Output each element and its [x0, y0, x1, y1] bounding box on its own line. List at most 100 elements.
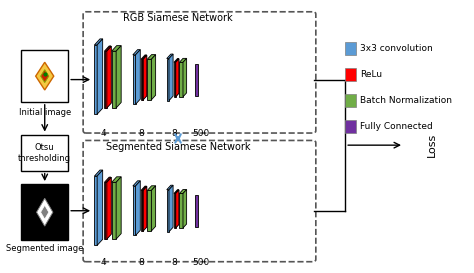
Polygon shape [104, 46, 111, 51]
Polygon shape [136, 50, 140, 104]
Polygon shape [105, 182, 107, 239]
FancyBboxPatch shape [345, 43, 356, 55]
FancyBboxPatch shape [21, 51, 68, 102]
Polygon shape [167, 58, 169, 101]
Polygon shape [94, 45, 97, 114]
Polygon shape [41, 205, 49, 219]
Polygon shape [116, 46, 121, 108]
Text: ReLu: ReLu [360, 70, 382, 79]
Polygon shape [133, 181, 140, 186]
Polygon shape [143, 55, 146, 100]
Polygon shape [174, 190, 179, 194]
Text: Initial image: Initial image [18, 108, 71, 117]
Polygon shape [105, 177, 111, 182]
Polygon shape [105, 51, 107, 108]
Polygon shape [143, 186, 147, 231]
Polygon shape [174, 62, 175, 97]
Polygon shape [141, 59, 143, 100]
Polygon shape [111, 46, 121, 51]
Text: RGB Siamese Network: RGB Siamese Network [123, 13, 233, 23]
Polygon shape [41, 70, 49, 82]
Polygon shape [167, 54, 173, 58]
Polygon shape [183, 189, 187, 228]
Polygon shape [94, 176, 97, 245]
Polygon shape [107, 46, 111, 108]
FancyBboxPatch shape [21, 135, 68, 171]
Polygon shape [104, 177, 111, 182]
Polygon shape [104, 182, 106, 239]
Polygon shape [111, 182, 116, 239]
Polygon shape [151, 55, 155, 100]
Text: 8: 8 [138, 129, 144, 138]
Polygon shape [176, 59, 179, 97]
Polygon shape [147, 191, 151, 231]
Polygon shape [174, 62, 176, 97]
Polygon shape [141, 191, 143, 231]
Polygon shape [147, 55, 155, 59]
Polygon shape [111, 177, 121, 182]
Polygon shape [94, 170, 103, 176]
Polygon shape [147, 186, 155, 191]
Polygon shape [141, 186, 146, 191]
Text: Segmented Siamese Network: Segmented Siamese Network [106, 142, 250, 152]
FancyBboxPatch shape [345, 94, 356, 107]
Polygon shape [147, 59, 151, 100]
Polygon shape [176, 190, 179, 228]
Text: Fully Connected: Fully Connected [360, 121, 432, 130]
Text: 500: 500 [192, 258, 209, 267]
Polygon shape [136, 181, 140, 236]
Polygon shape [179, 189, 187, 194]
FancyBboxPatch shape [345, 68, 356, 81]
Polygon shape [141, 55, 146, 59]
Polygon shape [97, 170, 103, 245]
Polygon shape [143, 186, 146, 231]
Polygon shape [143, 55, 147, 100]
Text: 3x3 convolution: 3x3 convolution [360, 44, 432, 54]
Text: Batch Normalization: Batch Normalization [360, 96, 452, 105]
Polygon shape [151, 186, 155, 231]
Polygon shape [167, 185, 173, 190]
Polygon shape [133, 186, 136, 236]
Polygon shape [142, 59, 143, 100]
Polygon shape [175, 190, 179, 228]
Polygon shape [142, 186, 147, 191]
Polygon shape [133, 50, 140, 55]
Polygon shape [142, 191, 143, 231]
Polygon shape [174, 190, 179, 194]
Polygon shape [116, 177, 121, 239]
Text: 8: 8 [138, 258, 144, 267]
Text: 4: 4 [100, 258, 106, 267]
Polygon shape [107, 177, 111, 239]
Text: 4: 4 [100, 129, 106, 138]
Polygon shape [174, 58, 179, 62]
Polygon shape [169, 54, 173, 101]
Polygon shape [175, 58, 179, 97]
Polygon shape [94, 39, 103, 45]
Polygon shape [104, 51, 106, 108]
Polygon shape [167, 190, 169, 232]
Polygon shape [174, 194, 176, 228]
FancyBboxPatch shape [345, 120, 356, 132]
Polygon shape [142, 55, 147, 59]
Text: Loss: Loss [427, 133, 437, 157]
FancyBboxPatch shape [195, 195, 198, 227]
Text: Segmented image: Segmented image [6, 244, 83, 253]
Polygon shape [133, 55, 136, 104]
Text: 8: 8 [172, 129, 177, 138]
Polygon shape [169, 185, 173, 232]
Text: Otsu
thresholding: Otsu thresholding [18, 143, 71, 162]
Polygon shape [179, 194, 183, 228]
Polygon shape [36, 198, 53, 226]
Polygon shape [105, 46, 111, 51]
Polygon shape [106, 46, 111, 108]
FancyBboxPatch shape [195, 64, 198, 96]
Polygon shape [174, 194, 175, 228]
Polygon shape [179, 58, 187, 62]
Polygon shape [106, 177, 111, 239]
Polygon shape [36, 62, 54, 90]
Text: 8: 8 [172, 258, 177, 267]
Polygon shape [111, 51, 116, 108]
FancyBboxPatch shape [21, 184, 68, 241]
Text: 500: 500 [192, 129, 209, 138]
Polygon shape [97, 39, 103, 114]
